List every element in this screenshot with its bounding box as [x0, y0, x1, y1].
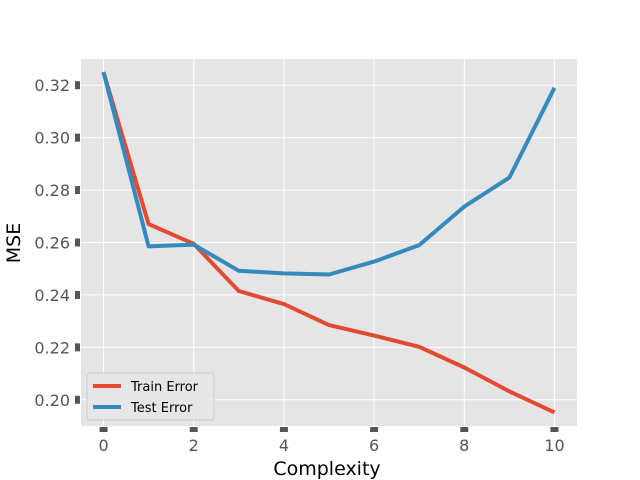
x-tick-mark: [99, 427, 108, 432]
y-tick-mark: [75, 343, 80, 352]
x-tick-label: 4: [279, 436, 289, 455]
x-tick-mark: [550, 427, 559, 432]
y-tick-mark: [75, 133, 80, 142]
y-tick-mark: [75, 395, 80, 404]
y-tick-mark: [75, 186, 80, 195]
y-tick-label: 0.26: [34, 234, 70, 253]
legend-label-train-error: Train Error: [130, 380, 199, 395]
y-tick-label: 0.28: [34, 181, 70, 200]
x-tick-label: 2: [189, 436, 199, 455]
y-tick-label: 0.22: [34, 338, 70, 357]
x-tick-label: 0: [98, 436, 108, 455]
x-tick-mark: [189, 427, 198, 432]
y-tick-label: 0.32: [34, 76, 70, 95]
x-axis-label: Complexity: [273, 458, 380, 480]
y-tick-mark: [75, 81, 80, 90]
ticks: 0 2 4 6 8 10 0.20 0.22 0.24 0.26 0.28 0.30 0.32: [34, 76, 564, 455]
y-tick-mark: [75, 290, 80, 299]
legend: Train Error Test Error: [86, 372, 215, 421]
x-tick-label: 6: [369, 436, 379, 455]
x-tick-label: 8: [459, 436, 469, 455]
series-line-test-error: [101, 71, 557, 277]
series-lines: [101, 71, 557, 415]
y-axis-label: MSE: [3, 223, 25, 263]
y-tick-label: 0.20: [34, 391, 70, 410]
y-tick-mark: [75, 238, 80, 247]
x-tick-mark: [279, 427, 288, 432]
x-tick-mark: [460, 427, 469, 432]
y-tick-label: 0.30: [34, 129, 70, 148]
x-tick-label: 10: [544, 436, 564, 455]
series-line-train-error: [101, 71, 556, 415]
x-tick-mark: [370, 427, 379, 432]
legend-label-test-error: Test Error: [130, 401, 193, 416]
y-tick-label: 0.24: [34, 286, 70, 305]
